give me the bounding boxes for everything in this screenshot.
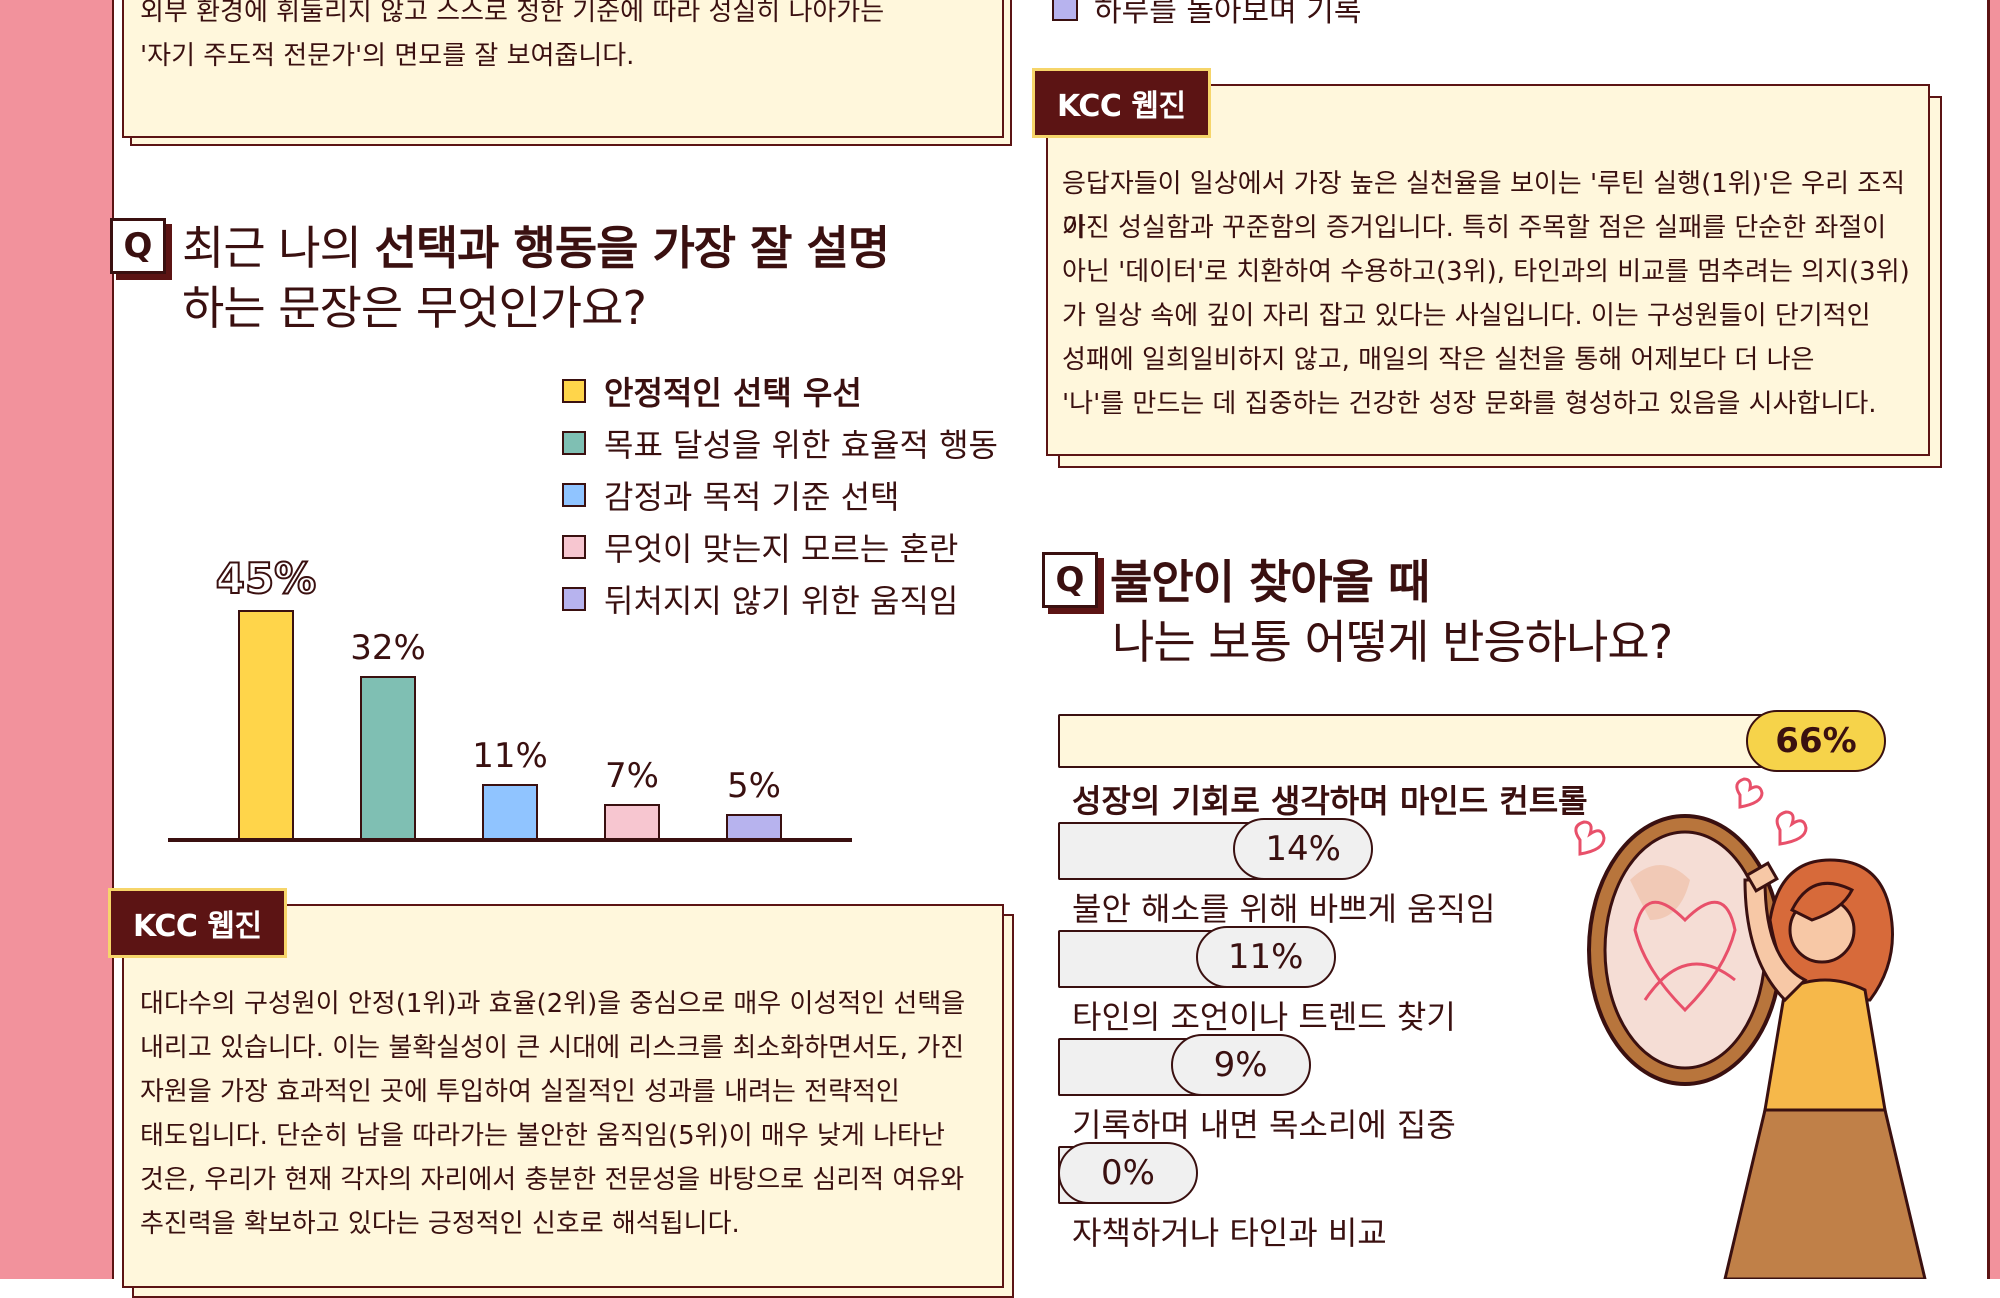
- bar-value-label: 45%: [215, 553, 318, 604]
- legend-swatch: [1052, 0, 1078, 21]
- right-box-line-2: 가진 성실함과 꾸준함의 증거입니다. 특히 주목할 점은 실패를 단순한 좌절…: [1062, 213, 1887, 243]
- hbar-category-label: 불안 해소를 위해 바쁘게 움직임: [1072, 890, 1496, 928]
- hbar-value-pill: 0%: [1058, 1142, 1198, 1204]
- q1-title-bold: 선택과 행동을 가장 잘 설명: [374, 221, 891, 275]
- chart-bar: [238, 610, 294, 840]
- bar-value-label: 5%: [727, 766, 781, 807]
- bar-value-label: 32%: [350, 628, 426, 669]
- right-box-line-3: 아닌 '데이터'로 치환하여 수용하고(3위), 타인과의 비교를 멈추려는 의…: [1062, 257, 1910, 287]
- left-box-line-6: 추진력을 확보하고 있다는 긍정적인 신호로 해석됩니다.: [140, 1209, 740, 1239]
- chart-baseline: [168, 838, 852, 842]
- legend-label: 안정적인 선택 우선: [604, 374, 862, 412]
- hbar-value-pill: 9%: [1170, 1034, 1311, 1096]
- hbar-value-pill: 11%: [1195, 926, 1336, 988]
- left-box-line-5: 것은, 우리가 현재 각자의 자리에서 충분한 전문성을 바탕으로 심리적 여유…: [140, 1165, 965, 1195]
- legend-swatch: [562, 483, 586, 507]
- left-box-tag: KCC 웹진: [108, 888, 287, 958]
- hbar-category-label: 자책하거나 타인과 비교: [1072, 1214, 1387, 1252]
- question-icon: Q: [110, 218, 166, 274]
- top-box-line-1: 외부 환경에 휘둘리지 않고 스스로 정한 기준에 따라 성실히 나아가는: [140, 0, 885, 27]
- right-box-tag: KCC 웹진: [1032, 68, 1211, 138]
- chart-bar: [360, 676, 416, 840]
- q1-title: 최근 나의 선택과 행동을 가장 잘 설명 하는 문장은 무엇인가요?: [182, 218, 891, 338]
- hbar-category-label: 성장의 기회로 생각하며 마인드 컨트롤: [1072, 782, 1588, 820]
- hbar-value-pill: 14%: [1233, 818, 1374, 880]
- legend-swatch: [562, 587, 586, 611]
- top-summary-box: 외부 환경에 휘둘리지 않고 스스로 정한 기준에 따라 성실히 나아가는 '자…: [122, 0, 1004, 138]
- legend-label: 뒤처지지 않기 위한 움직임: [604, 582, 959, 620]
- left-commentary-box: 대다수의 구성원이 안정(1위)과 효율(2위)을 중심으로 매우 이성적인 선…: [122, 904, 1004, 1288]
- q1-title-prefix: 최근 나의: [182, 221, 375, 275]
- q2-title-line2: 나는 보통 어떻게 반응하나요?: [1112, 615, 1673, 669]
- right-box-line-4: 가 일상 속에 깊이 자리 잡고 있다는 사실입니다. 이는 구성원들이 단기적…: [1062, 301, 1871, 331]
- legend-label: 무엇이 맞는지 모르는 혼란: [604, 530, 959, 568]
- q2-title-bold: 불안이 찾아올 때: [1110, 555, 1430, 609]
- top-right-legend-item: 하루를 돌아보며 기록: [1052, 0, 1361, 30]
- right-box-line-6: '나'를 만드는 데 집중하는 건강한 성장 문화를 형성하고 있음을 시사합니…: [1062, 389, 1877, 419]
- bar-value-label: 11%: [472, 735, 548, 776]
- chart-bar: [482, 783, 538, 840]
- top-box-line-2: '자기 주도적 전문가'의 면모를 잘 보여줍니다.: [140, 41, 635, 71]
- q1-title-line2: 하는 문장은 무엇인가요?: [182, 281, 647, 335]
- legend-item: 무엇이 맞는지 모르는 혼란: [562, 521, 998, 573]
- q2-title: 불안이 찾아올 때 나는 보통 어떻게 반응하나요?: [1110, 552, 1673, 672]
- right-box-line-1: 응답자들이 일상에서 가장 높은 실천율을 보이는 '루틴 실행(1위)'은 우…: [1062, 169, 1906, 243]
- bar-value-label: 7%: [605, 756, 659, 797]
- hbar-category-label: 기록하며 내면 목소리에 집중: [1072, 1106, 1456, 1144]
- legend-item: 목표 달성을 위한 효율적 행동: [562, 417, 998, 469]
- hbar-category-label: 타인의 조언이나 트렌드 찾기: [1072, 998, 1456, 1036]
- legend-swatch: [562, 535, 586, 559]
- legend-swatch: [562, 431, 586, 455]
- chart-bar: [726, 814, 782, 840]
- left-box-line-3: 자원을 가장 효과적인 곳에 투입하여 실질적인 성과를 내려는 전략적인: [140, 1077, 900, 1107]
- legend-item: 안정적인 선택 우선: [562, 365, 998, 417]
- left-box-line-4: 태도입니다. 단순히 남을 따라가는 불안한 움직임(5위)이 매우 낮게 나타…: [140, 1121, 945, 1151]
- right-border-line: [1987, 0, 1990, 1279]
- woman-mirror-illustration: [1574, 777, 1927, 1279]
- left-box-line-2: 내리고 있습니다. 이는 불확실성이 큰 시대에 리스크를 최소화하면서도, 가…: [140, 1033, 965, 1063]
- legend-label: 감정과 목적 기준 선택: [604, 478, 900, 516]
- hbar-value-pill: 66%: [1746, 710, 1886, 772]
- left-box-line-1: 대다수의 구성원이 안정(1위)과 효율(2위)을 중심으로 매우 이성적인 선…: [140, 989, 966, 1019]
- legend-item: 감정과 목적 기준 선택: [562, 469, 998, 521]
- legend-swatch: [562, 379, 586, 403]
- question-icon: Q: [1042, 552, 1098, 608]
- legend-item: 뒤처지지 않기 위한 움직임: [562, 573, 998, 625]
- right-commentary-box: 응답자들이 일상에서 가장 높은 실천율을 보이는 '루틴 실행(1위)'은 우…: [1046, 84, 1930, 456]
- legend-label: 하루를 돌아보며 기록: [1094, 0, 1362, 29]
- hbar-track: [1058, 714, 1866, 768]
- left-pink-border: [0, 0, 112, 1279]
- right-pink-border: [1990, 0, 2000, 1279]
- chart-bar: [604, 804, 660, 840]
- right-box-line-5: 성패에 일희일비하지 않고, 매일의 작은 실천을 통해 어제보다 더 나은: [1062, 345, 1815, 375]
- legend-label: 목표 달성을 위한 효율적 행동: [604, 426, 998, 464]
